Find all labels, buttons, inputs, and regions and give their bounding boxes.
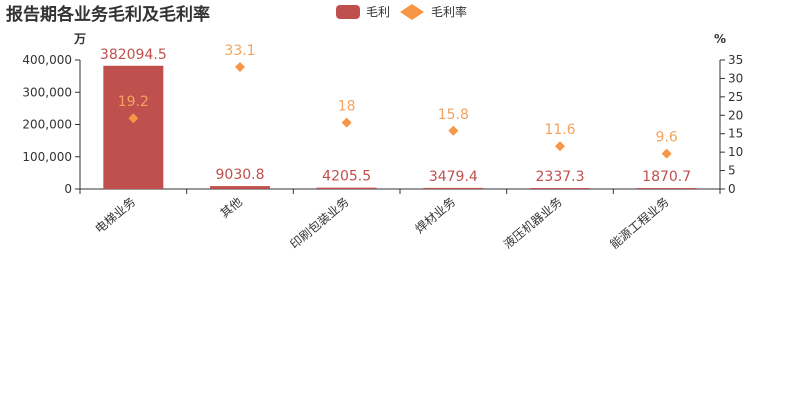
rate-marker[interactable] (128, 113, 139, 124)
x-axis-category-label: 印刷包装业务 (287, 194, 352, 252)
bar-data-label: 382094.5 (100, 47, 167, 63)
right-axis-tick-label: 30 (728, 71, 743, 85)
left-axis-tick-label: 0 (64, 182, 72, 196)
bar[interactable] (636, 188, 697, 189)
bar-series: 382094.5 9030.8 4205.5 3479.4 2337.3 1870.7 (100, 47, 697, 189)
right-axis-tick-label: 0 (728, 182, 736, 196)
bar-data-label: 1870.7 (642, 169, 691, 185)
right-axis-tick-label: 35 (728, 53, 743, 67)
left-axis-tick-label: 300,000 (22, 85, 72, 99)
x-axis-category-label: 其他 (218, 195, 245, 221)
bar[interactable] (210, 186, 270, 189)
bar[interactable] (423, 187, 484, 189)
bar-data-label: 9030.8 (216, 167, 265, 183)
right-axis-tick-label: 20 (728, 108, 743, 122)
rate-data-label: 18 (338, 99, 356, 115)
x-axis-category-label: 焊材业务 (412, 194, 458, 236)
bar[interactable] (530, 188, 590, 189)
right-axis-tick-label: 15 (728, 127, 743, 141)
rate-data-label: 19.2 (118, 94, 149, 110)
right-axis-tick-label: 5 (728, 164, 736, 178)
rate-marker[interactable] (448, 125, 459, 136)
left-axis-tick-label: 400,000 (22, 53, 72, 67)
left-axis: 0 100,000 200,000 300,000 400,000 (22, 53, 81, 196)
x-axis-category-label: 电梯业务 (92, 194, 138, 236)
left-axis-tick-label: 200,000 (22, 118, 72, 132)
rate-marker[interactable] (235, 62, 245, 73)
rate-data-label: 33.1 (224, 43, 255, 59)
x-axis: 电梯业务 其他 印刷包装业务 焊材业务 液压机器业务 能源工程业务 (79, 188, 721, 252)
rate-data-label: 15.8 (438, 107, 469, 123)
rate-marker[interactable] (555, 141, 565, 152)
rate-marker[interactable] (661, 148, 672, 159)
legend-bar-swatch (336, 5, 360, 19)
chart-title: 报告期各业务毛利及毛利率 (6, 4, 210, 25)
bar-data-label: 2337.3 (536, 169, 585, 185)
right-axis-unit: % (714, 32, 726, 46)
rate-data-label: 9.6 (656, 130, 678, 146)
legend-rate-label: 毛利率 (431, 4, 467, 19)
right-axis-tick-label: 10 (728, 145, 743, 159)
right-axis: 0 5 10 15 20 25 30 35 (719, 53, 743, 196)
x-axis-category-label: 液压机器业务 (500, 194, 565, 252)
rate-marker[interactable] (341, 117, 352, 128)
right-axis-tick-label: 25 (728, 90, 743, 104)
bar-data-label: 4205.5 (322, 169, 371, 185)
rate-data-label: 11.6 (544, 122, 575, 138)
rate-series: 19.2 33.1 18 15.8 11.6 9.6 (118, 43, 678, 159)
x-axis-category-label: 能源工程业务 (607, 194, 672, 252)
legend[interactable]: 毛利 毛利率 (336, 4, 467, 20)
bar[interactable] (316, 187, 377, 189)
legend-diamond-swatch (400, 4, 424, 20)
left-axis-tick-label: 100,000 (22, 150, 72, 164)
left-axis-unit: 万 (73, 32, 86, 46)
bar[interactable] (103, 65, 164, 189)
bar-data-label: 3479.4 (429, 169, 478, 185)
legend-bar-label: 毛利 (366, 5, 390, 19)
